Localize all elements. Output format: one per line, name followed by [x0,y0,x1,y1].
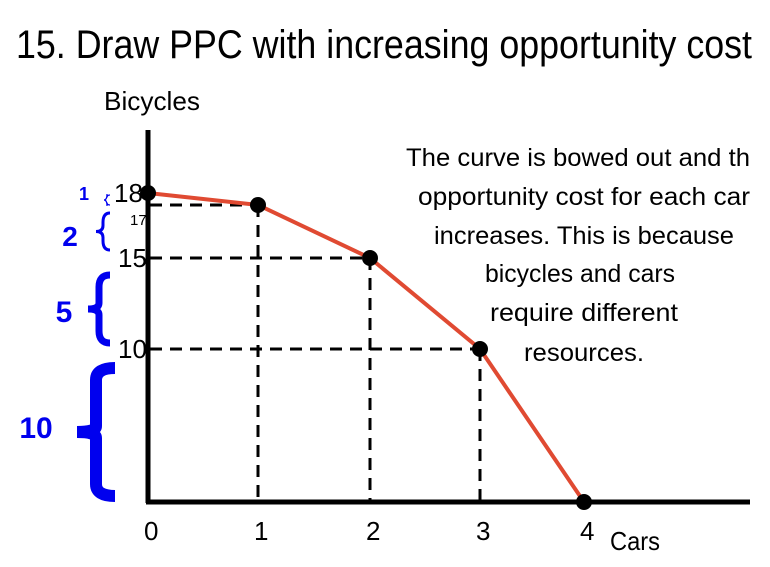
x-tick-label: 1 [254,516,268,546]
opportunity-cost-brace [76,362,116,502]
opportunity-cost-label: 2 [62,221,78,252]
data-point [472,341,488,357]
x-tick-label: 2 [366,516,380,546]
data-point [140,185,156,201]
y-axis-label: Bicycles [104,86,200,116]
opportunity-cost-brace [95,211,111,252]
data-point [362,250,378,266]
annotation-line: increases. This is because [434,222,734,250]
x-tick-label: 4 [580,516,594,546]
x-axis-label: Cars [610,526,660,556]
y-tick-label: 18 [114,178,143,208]
x-tick-label: 0 [144,516,158,546]
annotation-line: The curve is bowed out and th [406,144,750,172]
y-tick-label: 17 [130,212,147,229]
opportunity-cost-label: 5 [56,296,73,329]
opportunity-cost-brace [103,193,111,207]
data-point [576,494,592,510]
annotation-line: opportunity cost for each car [418,183,750,211]
opportunity-cost-label: 10 [19,412,52,445]
annotation-text: The curve is bowed out and th opportunit… [406,144,750,367]
annotation-line: require different [490,299,678,327]
y-tick-label: 10 [118,334,147,364]
data-point [250,197,266,213]
opportunity-cost-label: 1 [79,184,89,204]
x-tick-label: 3 [476,516,490,546]
y-tick-label: 15 [118,243,147,273]
chart-title: 15. Draw PPC with increasing opportunity… [16,23,752,67]
opportunity-cost-brace [87,271,111,347]
annotation-line: bicycles and cars [485,260,675,288]
annotation-line: resources. [524,339,644,367]
